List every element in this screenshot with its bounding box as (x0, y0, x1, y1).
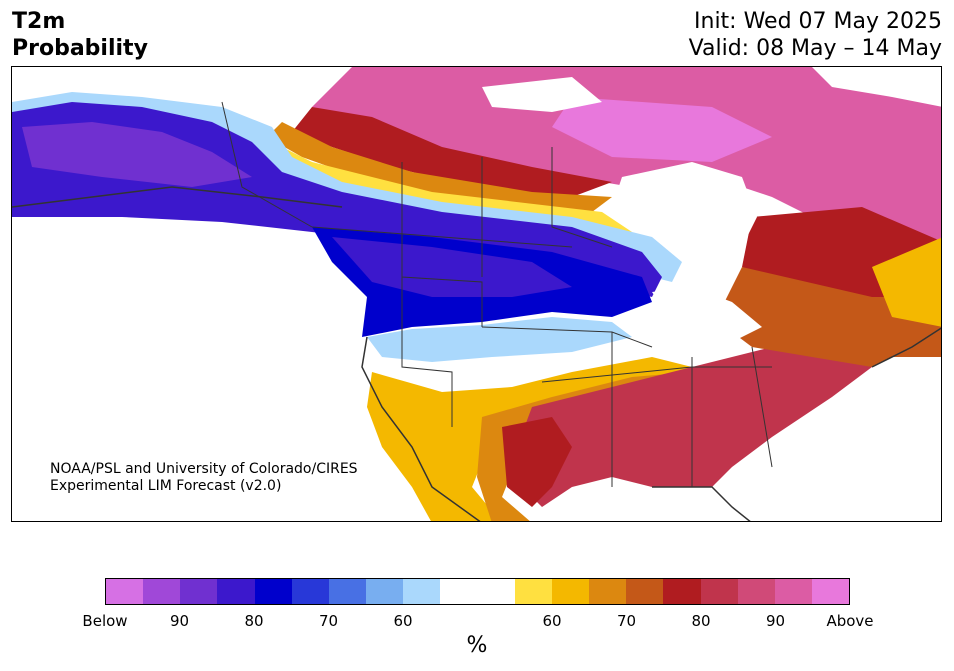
maritimes-yellow (872, 237, 941, 327)
colorbar-tick-label: 80 (244, 612, 264, 630)
coastlines (12, 186, 941, 521)
colorbar-unit: % (466, 633, 488, 658)
colorbar-segment (403, 579, 441, 604)
colorbar-tick-label: 70 (616, 612, 637, 630)
texas-red (502, 417, 572, 507)
colorbar-tick-label: Above (826, 612, 874, 630)
gulf-of-mexico (553, 487, 770, 521)
arctic-extreme-region (552, 97, 772, 162)
colorbar-tick-label: Below (82, 612, 128, 630)
colorbar-tick-label: 80 (691, 612, 711, 630)
ne-us-orange (712, 312, 912, 367)
colorbar-segment (589, 579, 627, 604)
colorbar-segment (811, 579, 850, 604)
colorbar-segment (254, 579, 292, 604)
colorbar-segment (217, 579, 255, 604)
title-product: Probability (12, 36, 148, 61)
arctic-water (482, 77, 602, 112)
init-date: Init: Wed 07 May 2025 (694, 9, 942, 34)
colorbar-segment (180, 579, 218, 604)
colorbar-tick-label: 60 (393, 612, 413, 630)
credit-text: NOAA/PSL and University of Colorado/CIRE… (50, 461, 358, 495)
colorbar-segment (106, 579, 144, 604)
transition-white (372, 345, 652, 387)
map-canvas (12, 67, 941, 521)
colorbar-tick-label: 60 (542, 612, 562, 630)
colorbar-segment (143, 579, 181, 604)
colorbar-tick-label: 90 (169, 612, 190, 630)
colorbar-segment (774, 579, 812, 604)
colorbar-segment (737, 579, 775, 604)
western-canada-yellow (252, 137, 632, 237)
colorbar-segment (291, 579, 329, 604)
valid-range: Valid: 08 May – 14 May (688, 36, 942, 61)
colorbar-segment (626, 579, 664, 604)
colorbar-segment (700, 579, 738, 604)
western-canada-red (292, 107, 612, 197)
colorbar-tick-label: 70 (318, 612, 339, 630)
colorbar-segment (328, 579, 367, 604)
map-title: T2m Probability (12, 8, 148, 62)
title-variable: T2m (12, 9, 66, 34)
colorbar-tick-label: 90 (765, 612, 786, 630)
colorbar-tick-labels: Below 90 80 70 60 60 70 80 90 Above (0, 612, 954, 632)
east-us-above (517, 337, 872, 507)
west-us-strong-below (332, 237, 572, 297)
credit-line-2: Experimental LIM Forecast (v2.0) (50, 478, 282, 494)
alaska-strong-below (22, 122, 252, 187)
colorbar-segment (366, 579, 404, 604)
colorbar-segment (440, 579, 478, 604)
colorbar-segment (477, 579, 515, 604)
rockies-transition (367, 317, 632, 362)
sw-us-yellow (367, 357, 692, 521)
colorbar-segment (551, 579, 590, 604)
boundary-lines (221, 101, 773, 487)
credit-line-1: NOAA/PSL and University of Colorado/CIRE… (50, 461, 358, 477)
great-lakes (652, 287, 762, 342)
colorbar-segment (514, 579, 552, 604)
colorbar (105, 578, 850, 605)
forecast-dates: Init: Wed 07 May 2025 Valid: 08 May – 14… (689, 8, 942, 62)
colorbar-segment (663, 579, 701, 604)
probability-map: NOAA/PSL and University of Colorado/CIRE… (11, 66, 942, 522)
arctic-water-2 (812, 67, 941, 107)
